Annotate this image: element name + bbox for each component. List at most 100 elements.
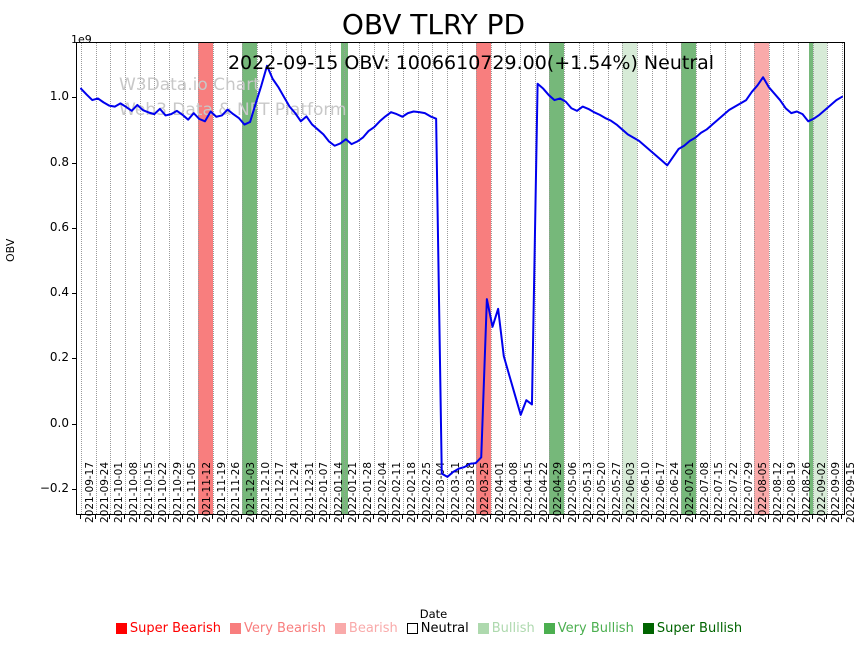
gridline [812,43,814,514]
gridline [622,43,624,514]
gridline [139,43,141,514]
legend-entry-bullish[interactable]: Bullish [477,621,535,636]
x-axis-tick [811,515,813,519]
x-axis-tick [182,515,184,519]
x-axis-tick [299,515,301,519]
y-axis-tick [72,227,76,229]
legend-entry-super-bullish[interactable]: Super Bullish [642,621,742,636]
gridline [241,43,243,514]
legend-label: Super Bearish [129,621,221,636]
sentiment-band-very-bearish [476,43,491,514]
x-axis-tick [167,515,169,519]
x-axis-tick [548,515,550,519]
legend-swatch [477,623,489,634]
y-axis-tick [72,162,76,164]
legend-swatch [406,623,418,634]
x-axis-tick-label: 2022-09-15 [845,461,857,523]
x-axis-tick [723,515,725,519]
y-axis-tick-label: 1.0 [49,89,69,104]
y-axis-tick-label: 0.2 [49,350,69,365]
gridline [724,43,726,514]
gridline [798,43,800,514]
gridline [490,43,492,514]
gridline [768,43,770,514]
gridline [842,43,843,514]
gridline [95,43,97,514]
legend-label: Very Bearish [244,621,326,636]
gridline [593,43,595,514]
gridline [607,43,609,514]
gridline [432,43,434,514]
gridline [212,43,214,514]
x-axis-tick [387,515,389,519]
gridline [402,43,404,514]
legend-label: Bullish [491,621,535,636]
gridline [373,43,375,514]
x-axis-label: Date [419,607,448,621]
legend-entry-very-bearish[interactable]: Very Bearish [230,621,326,636]
x-axis-tick [753,515,755,519]
gridline [271,43,273,514]
legend-swatch [115,623,127,634]
x-axis-tick [343,515,345,519]
x-axis-tick [504,515,506,519]
y-axis-tick [72,358,76,360]
x-axis-tick [445,515,447,519]
x-axis-tick [738,515,740,519]
gridline [315,43,317,514]
gridline [168,43,170,514]
gridline [739,43,741,514]
legend-swatch [334,623,346,634]
y-axis-tick [72,97,76,99]
x-axis-tick [767,515,769,519]
legend-label: Bearish [348,621,398,636]
legend: Super Bearish Very Bearish Bearish Neutral B… [0,621,867,636]
x-axis-tick [621,515,623,519]
x-axis-tick [401,515,403,519]
gridline [505,43,507,514]
sentiment-band-very-bullish [549,43,564,514]
legend-label: Very Bullish [557,621,634,636]
y-axis-tick-label: 0.8 [49,154,69,169]
sentiment-band-bullish [812,43,828,514]
x-axis-tick [680,515,682,519]
y-axis-tick [72,488,76,490]
plot-area: W3Data.io Chart Web3 Data & NFT Platform [76,42,845,515]
x-axis-tick [460,515,462,519]
sentiment-band-very-bearish [198,43,213,514]
legend-label: Neutral [420,621,469,636]
sentiment-band-very-bullish [341,43,348,514]
x-axis-tick [314,515,316,519]
gridline [446,43,448,514]
legend-entry-bearish[interactable]: Bearish [334,621,398,636]
gridline [827,43,829,514]
x-axis-tick [416,515,418,519]
x-axis-tick [226,515,228,519]
x-axis-tick [431,515,433,519]
gridline [681,43,683,514]
legend-entry-super-bearish[interactable]: Super Bearish [115,621,221,636]
x-axis-tick [650,515,652,519]
gridline [256,43,258,514]
legend-entry-very-bullish[interactable]: Very Bullish [543,621,634,636]
x-axis-tick [328,515,330,519]
gridline [227,43,229,514]
gridline [578,43,580,514]
gridline [154,43,156,514]
gridline [300,43,302,514]
legend-entry-neutral[interactable]: Neutral [406,621,469,636]
x-axis-tick [797,515,799,519]
y-axis-tick [72,423,76,425]
x-axis-tick [533,515,535,519]
x-axis-tick [694,515,696,519]
gridline [520,43,522,514]
x-axis-tick [197,515,199,519]
x-axis-tick [358,515,360,519]
x-axis-tick [841,515,842,519]
gridline [344,43,346,514]
x-axis-tick [519,515,521,519]
x-axis-tick [577,515,579,519]
gridline [637,43,639,514]
gridline [417,43,419,514]
